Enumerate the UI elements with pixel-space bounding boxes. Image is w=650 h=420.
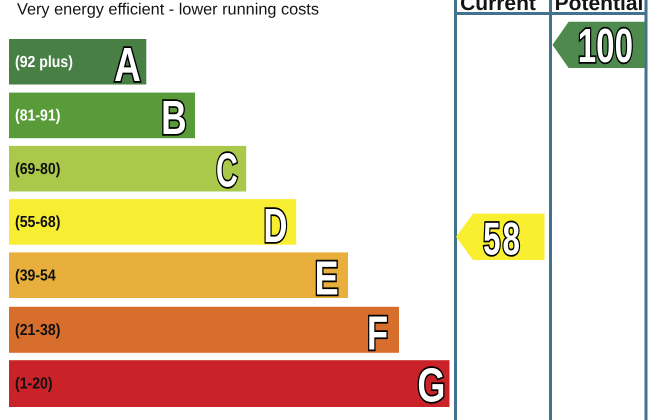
svg-text:Current: Current — [460, 0, 536, 15]
svg-text:Potential: Potential — [555, 0, 644, 15]
svg-text:(21-38): (21-38) — [15, 322, 60, 339]
svg-text:A: A — [114, 39, 141, 92]
svg-text:E: E — [315, 252, 339, 305]
svg-text:F: F — [367, 308, 388, 361]
svg-text:(55-68): (55-68) — [15, 214, 60, 231]
svg-text:58: 58 — [483, 213, 522, 265]
svg-text:100: 100 — [578, 20, 633, 73]
svg-text:(81-91): (81-91) — [15, 108, 60, 125]
svg-text:C: C — [216, 145, 238, 198]
svg-text:(39-54: (39-54 — [15, 267, 56, 284]
svg-text:B: B — [161, 92, 186, 145]
svg-text:(92 plus): (92 plus) — [15, 54, 73, 71]
svg-text:(1-20): (1-20) — [15, 375, 53, 392]
svg-text:D: D — [263, 200, 287, 253]
svg-text:Very energy efficient - lower: Very energy efficient - lower running co… — [17, 0, 319, 18]
svg-text:(69-80): (69-80) — [15, 161, 60, 178]
svg-text:G: G — [417, 360, 445, 413]
